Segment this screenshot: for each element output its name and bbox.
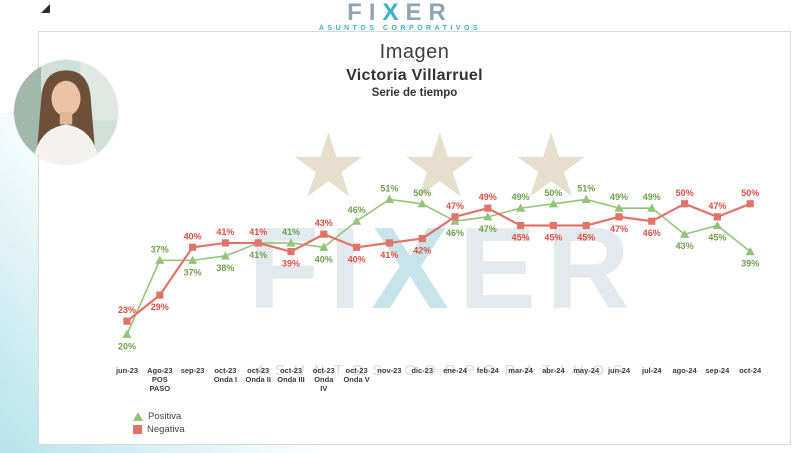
svg-text:may-24: may-24 [573, 366, 600, 375]
svg-text:50%: 50% [544, 188, 562, 198]
watermark-stars: ★ ★ ★ [289, 116, 595, 215]
svg-text:29%: 29% [151, 302, 169, 312]
svg-text:sep-23: sep-23 [181, 366, 205, 375]
svg-text:jun-24: jun-24 [607, 366, 631, 375]
svg-text:mar-24: mar-24 [508, 366, 533, 375]
svg-text:51%: 51% [577, 183, 595, 193]
corner-mark [41, 4, 50, 13]
svg-text:50%: 50% [676, 188, 694, 198]
svg-text:jun-23: jun-23 [115, 366, 138, 375]
chart-caption: Serie de tiempo [371, 87, 458, 99]
brand-logo: FIXER ASUNTOS CORPORATIVOS [0, 1, 800, 33]
svg-text:jul-24: jul-24 [641, 366, 662, 375]
svg-text:41%: 41% [249, 250, 267, 260]
svg-text:40%: 40% [315, 254, 333, 264]
svg-text:ene-24: ene-24 [443, 366, 468, 375]
svg-text:abr-24: abr-24 [542, 366, 565, 375]
svg-text:37%: 37% [151, 244, 169, 254]
legend-label-positiva: Positiva [148, 411, 182, 422]
brand-logo-left: FI [347, 0, 383, 26]
svg-text:49%: 49% [512, 192, 530, 202]
brand-logo-x: X [382, 0, 406, 26]
svg-text:23%: 23% [118, 305, 136, 315]
chart-legend: Positiva Negativa [133, 409, 185, 435]
svg-text:oct-24: oct-24 [739, 366, 762, 375]
brand-logo-right: ER [405, 0, 453, 26]
svg-text:50%: 50% [741, 188, 759, 198]
svg-text:feb-24: feb-24 [477, 366, 500, 375]
svg-text:45%: 45% [708, 233, 726, 243]
svg-text:39%: 39% [741, 259, 759, 269]
svg-text:43%: 43% [676, 241, 694, 251]
svg-text:50%: 50% [413, 188, 431, 198]
svg-text:20%: 20% [118, 341, 136, 351]
report-card: Imagen Victoria Villarruel Serie de tiem… [38, 31, 791, 445]
svg-text:42%: 42% [413, 246, 431, 256]
legend-item-negativa: Negativa [133, 424, 185, 435]
watermark-logo-right: ER [458, 203, 640, 333]
brand-logo-subtitle: ASUNTOS CORPORATIVOS [318, 25, 482, 32]
brand-logo-text: FIXER [0, 1, 800, 25]
avatar-photo [14, 60, 118, 164]
svg-text:41%: 41% [380, 250, 398, 260]
svg-text:45%: 45% [544, 233, 562, 243]
svg-text:40%: 40% [348, 254, 366, 264]
svg-text:49%: 49% [610, 192, 628, 202]
svg-text:51%: 51% [380, 183, 398, 193]
svg-text:41%: 41% [282, 227, 300, 237]
chart-header: Imagen Victoria Villarruel Serie de tiem… [39, 41, 790, 99]
time-series-chart: 20% 37% 37% 38% 41% 41% 40% 46% 51% 50% 46% 47% 49% 5… [115, 183, 762, 393]
chart-area: 20% 37% 37% 38% 41% 41% 40% 46% 51% 50% 46% 47% 49% 5… [99, 134, 789, 416]
svg-text:40%: 40% [184, 231, 202, 241]
svg-text:47%: 47% [610, 224, 628, 234]
svg-text:sep-24: sep-24 [706, 366, 731, 375]
triangle-marker-icon [133, 412, 143, 421]
svg-text:37%: 37% [184, 267, 202, 277]
subject-name: Victoria Villarruel [346, 67, 483, 84]
svg-text:47%: 47% [479, 224, 497, 234]
svg-text:47%: 47% [446, 201, 464, 211]
svg-text:41%: 41% [216, 227, 234, 237]
avatar-illustration [14, 60, 118, 164]
svg-text:46%: 46% [446, 228, 464, 238]
svg-text:47%: 47% [708, 201, 726, 211]
legend-item-positiva: Positiva [133, 411, 185, 422]
svg-text:45%: 45% [577, 233, 595, 243]
svg-text:49%: 49% [643, 192, 661, 202]
svg-text:43%: 43% [315, 218, 333, 228]
svg-text:46%: 46% [643, 228, 661, 238]
svg-text:ago-24: ago-24 [673, 366, 698, 375]
svg-text:45%: 45% [512, 233, 530, 243]
watermark-logo-left: FI [248, 203, 372, 333]
page-title: Imagen [379, 41, 450, 63]
svg-text:38%: 38% [216, 263, 234, 273]
svg-text:nov-23: nov-23 [377, 366, 401, 375]
square-marker-icon [133, 425, 142, 434]
legend-label-negativa: Negativa [147, 424, 185, 435]
svg-text:39%: 39% [282, 259, 300, 269]
watermark-subtitle: ASUNTOS CORPORATIVOS [255, 362, 633, 379]
svg-text:49%: 49% [479, 192, 497, 202]
svg-text:dic-23: dic-23 [411, 366, 433, 375]
svg-text:46%: 46% [348, 205, 366, 215]
svg-text:41%: 41% [249, 227, 267, 237]
